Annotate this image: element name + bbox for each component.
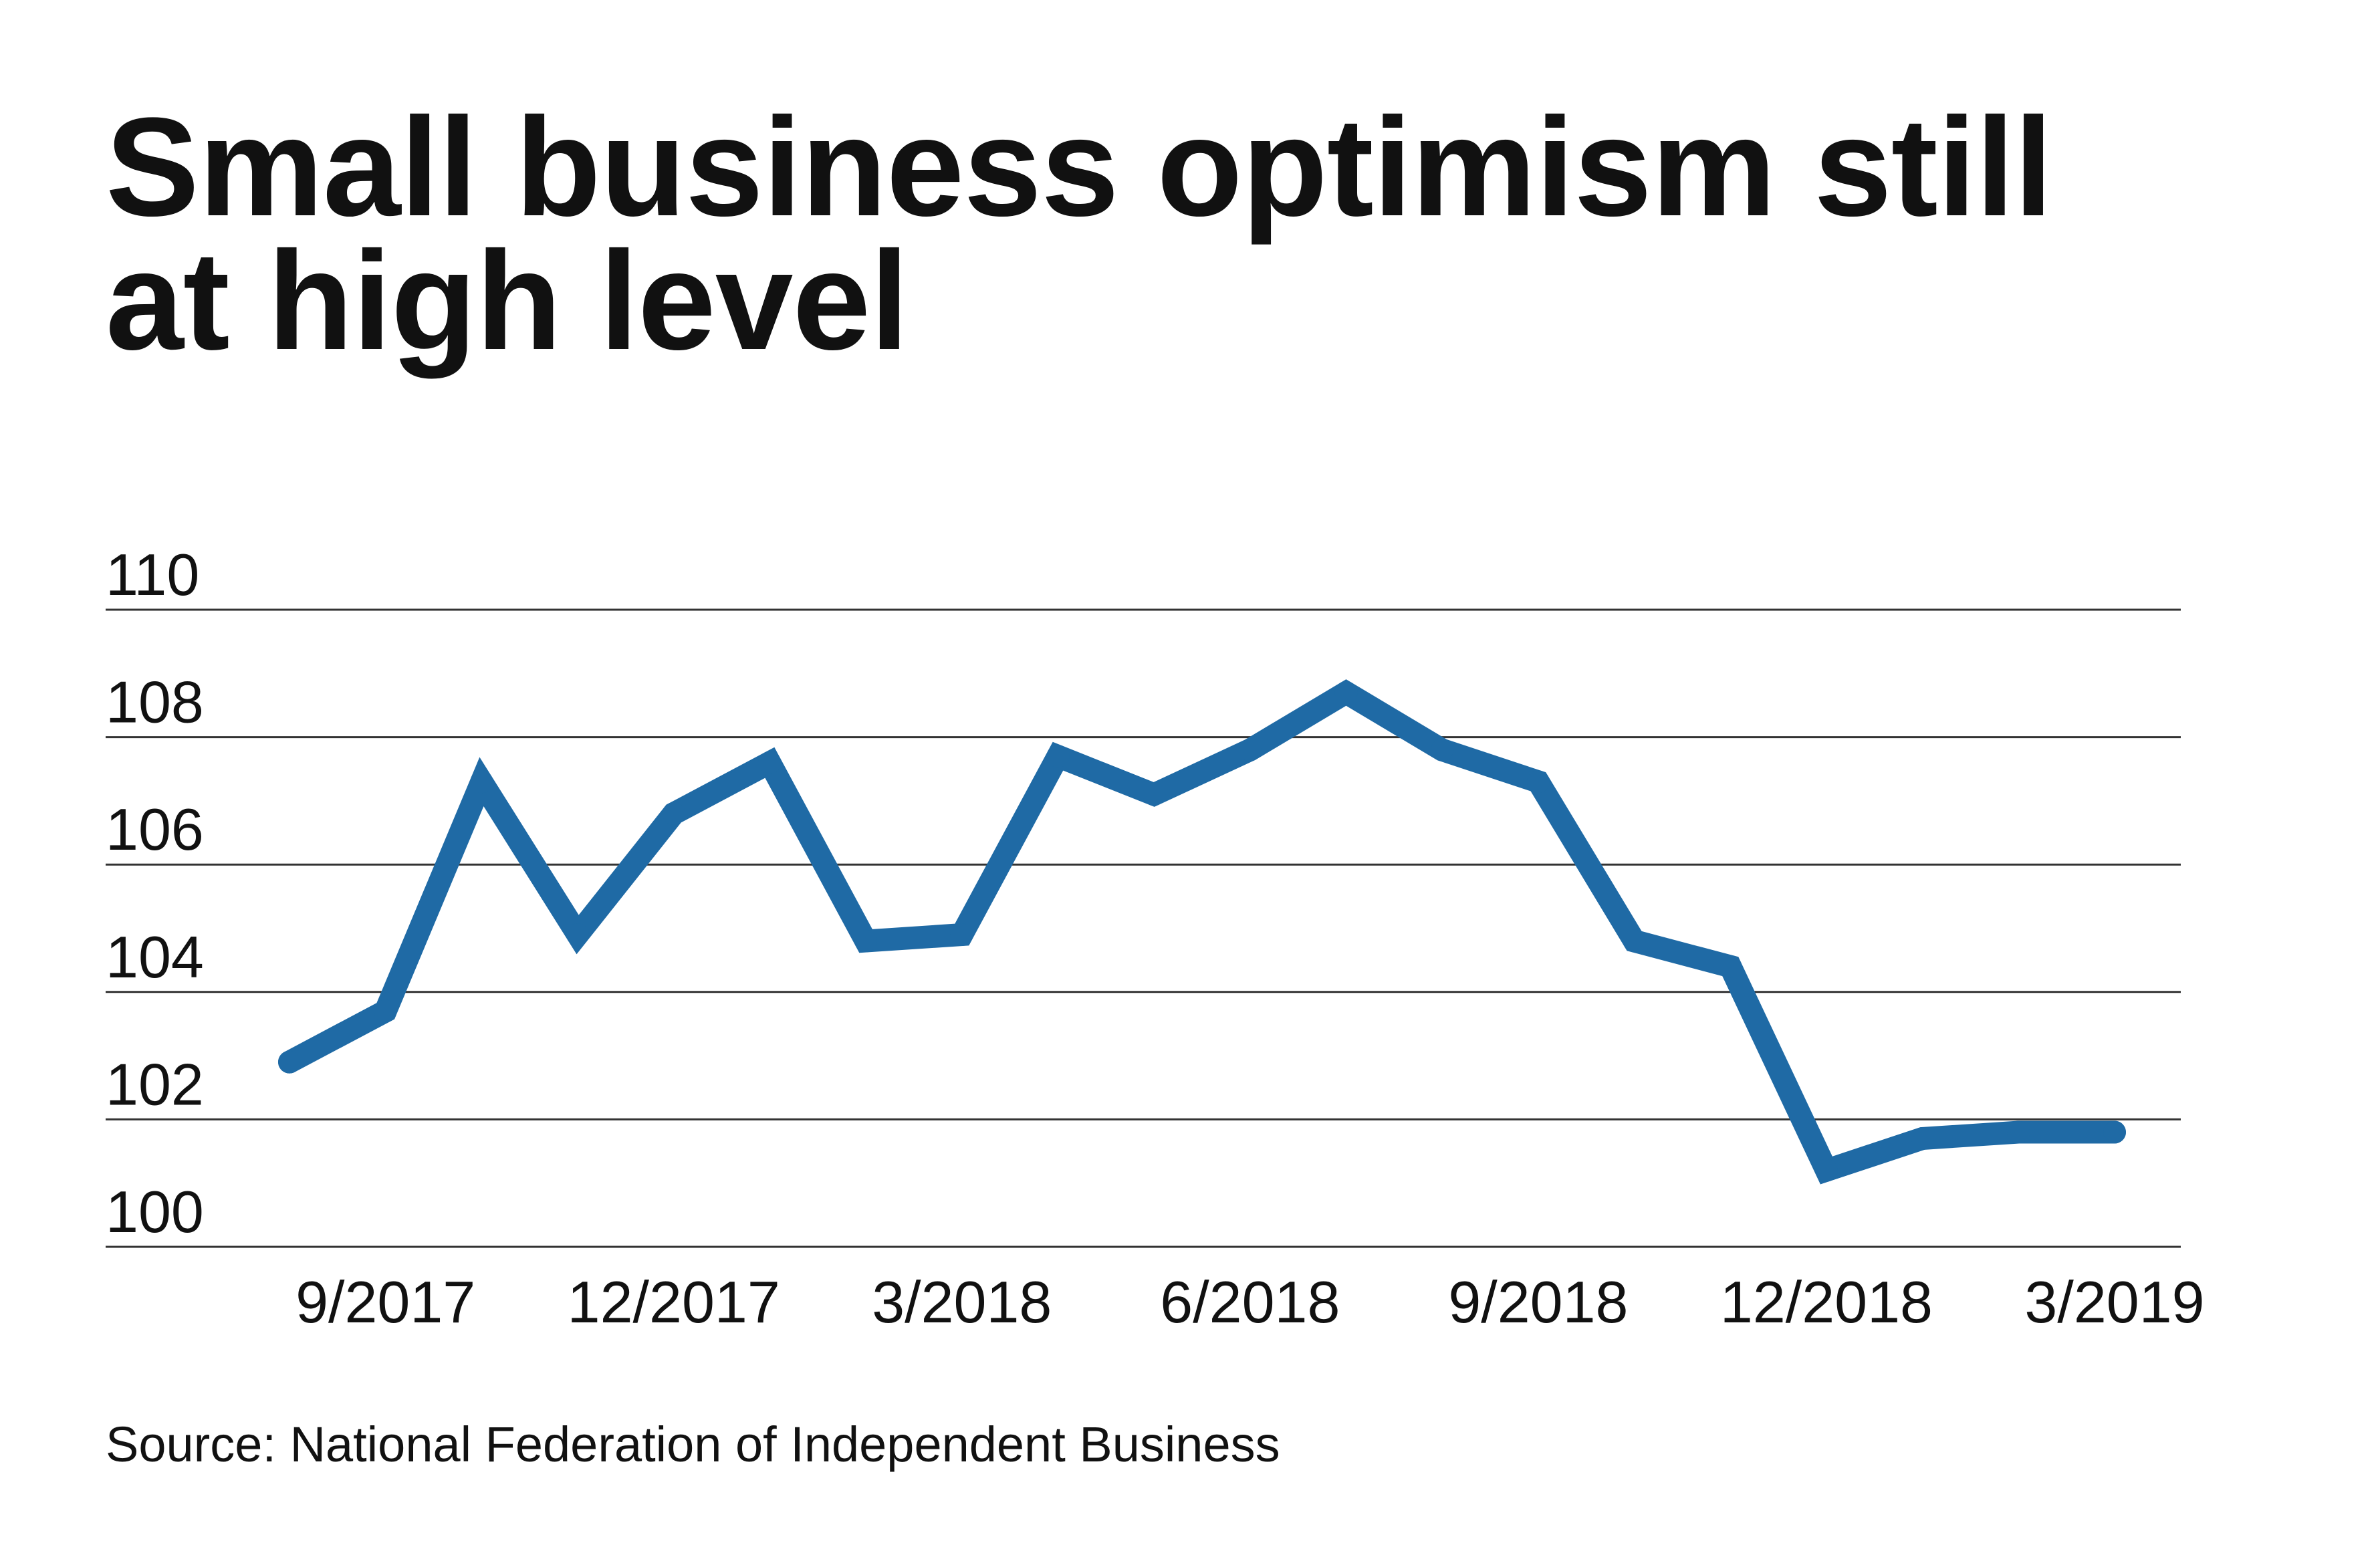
x-tick-label: 9/2018 <box>1448 1269 1628 1335</box>
data-point <box>1046 745 1070 768</box>
data-point <box>1719 955 1742 978</box>
x-tick-label: 12/2018 <box>1720 1269 1933 1335</box>
x-axis-ticks: 9/2017 12/2017 3/2018 6/2018 9/2018 12/2018 3/… <box>295 1269 2204 1335</box>
data-point <box>1623 929 1646 953</box>
data-point <box>2103 1120 2126 1144</box>
data-point <box>1814 1159 1838 1182</box>
data-point <box>2007 1120 2030 1144</box>
data-point <box>662 802 685 825</box>
data-point <box>758 751 782 774</box>
data-point <box>278 1050 301 1074</box>
y-tick-label: 100 <box>106 1179 204 1245</box>
series-layer <box>278 679 2126 1185</box>
data-point <box>1431 738 1454 761</box>
data-point <box>1526 770 1550 794</box>
x-tick-label: 9/2017 <box>295 1269 475 1335</box>
data-point <box>854 929 878 953</box>
y-tick-label: 104 <box>106 924 204 990</box>
data-point <box>374 999 397 1023</box>
gridlines <box>106 608 2181 1248</box>
y-tick-label: 108 <box>106 669 204 735</box>
x-tick-label: 6/2018 <box>1160 1269 1340 1335</box>
x-tick-label: 3/2018 <box>872 1269 1052 1335</box>
data-point <box>566 923 590 947</box>
x-tick-label: 12/2017 <box>568 1269 780 1335</box>
series-line <box>278 679 2126 1185</box>
x-tick-label: 3/2019 <box>2024 1269 2204 1335</box>
data-point <box>1143 783 1166 806</box>
y-tick-label: 106 <box>106 796 204 862</box>
source-note: Source: National Federation of Independe… <box>106 1417 1280 1472</box>
data-point <box>470 770 493 794</box>
y-tick-label: 102 <box>106 1051 204 1117</box>
y-tick-label: 110 <box>106 542 199 608</box>
y-axis-ticks: 100 102 104 106 108 110 <box>106 542 204 1245</box>
chart-title: Small business optimism still at high le… <box>106 88 2053 379</box>
data-point <box>1334 681 1358 704</box>
data-point <box>950 923 973 947</box>
data-point <box>1238 738 1262 761</box>
data-point <box>1911 1126 1934 1150</box>
